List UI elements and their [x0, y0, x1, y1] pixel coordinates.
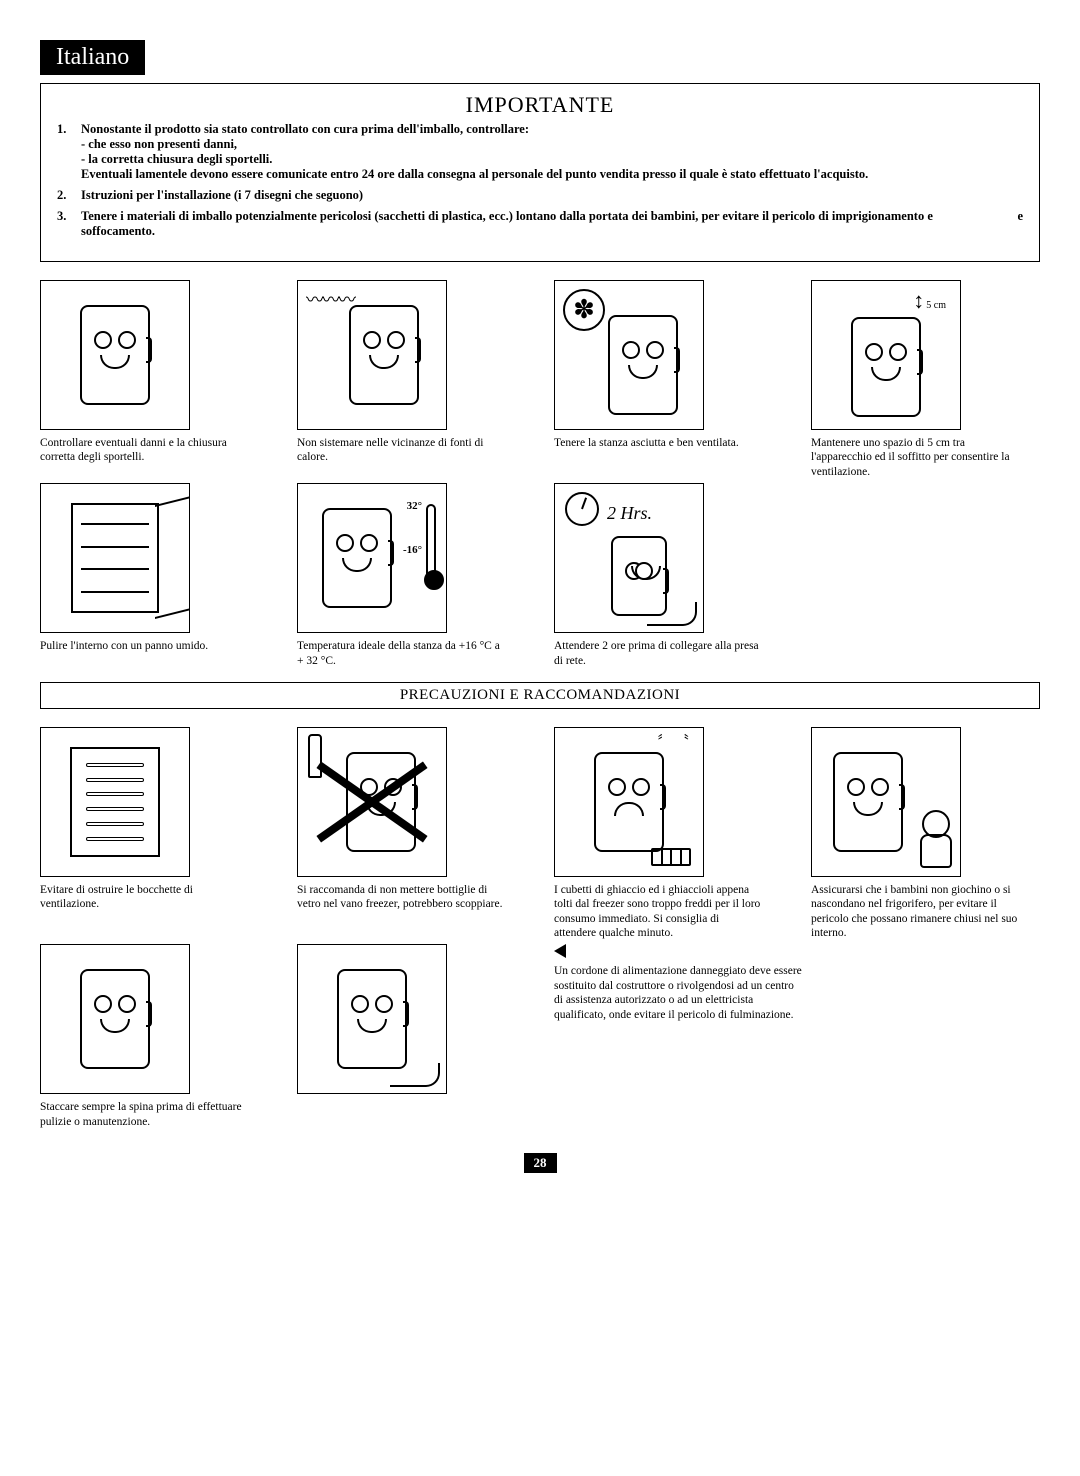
important-list: 1. Nonostante il prodotto sia stato cont… [57, 122, 1023, 239]
fan-icon [563, 289, 605, 331]
arrow-left-icon [554, 944, 566, 958]
clock-icon [565, 492, 599, 526]
section-title: PRECAUZIONI E RACCOMANDAZIONI [40, 682, 1040, 709]
heat-lines-icon: 〰〰〰 [306, 289, 354, 312]
illus-ice-too-cold: 〞 〝 [554, 727, 704, 877]
illustration-row-3: Evitare di ostruire le bocchette di vent… [40, 727, 1040, 941]
caption: Attendere 2 ore prima di collegare alla … [554, 639, 764, 668]
gap-arrow-icon: 5 cm [913, 287, 946, 315]
illus-damaged-cord [297, 944, 447, 1094]
list-sub: - che esso non presenti danni, [81, 137, 237, 151]
list-lead: Istruzioni per l'installazione (i 7 dise… [81, 188, 1023, 203]
caption: Controllare eventuali danni e la chiusur… [40, 436, 250, 465]
illustration-row-4: Staccare sempre la spina prima di effett… [40, 944, 1040, 1129]
caption: Staccare sempre la spina prima di effett… [40, 1100, 250, 1129]
illus-children-warning [811, 727, 961, 877]
caption: Temperatura ideale della stanza da +16 °… [297, 639, 507, 668]
temp-high: 32° [407, 500, 422, 514]
caption: I cubetti di ghiaccio ed i ghiaccioli ap… [554, 883, 764, 941]
thermometer-icon [426, 504, 436, 584]
illus-wait-2hrs: 2 Hrs. [554, 483, 704, 633]
list-num: 2. [57, 188, 81, 203]
caption: Evitare di ostruire le bocchette di vent… [40, 883, 250, 912]
caption: Tenere la stanza asciutta e ben ventilat… [554, 436, 764, 450]
caption: Mantenere uno spazio di 5 cm tra l'appar… [811, 436, 1021, 479]
child-icon [912, 810, 956, 870]
list-trail: e [1005, 209, 1023, 239]
illus-ceiling-gap: 5 cm [811, 280, 961, 430]
illus-ventilated [554, 280, 704, 430]
list-sub: - la corretta chiusura degli sportelli. [81, 152, 272, 166]
important-title: IMPORTANTE [57, 92, 1023, 118]
list-tail: Eventuali lamentele devono essere comuni… [81, 167, 868, 181]
icecube-icon [651, 848, 691, 866]
illus-clean-inside [40, 483, 190, 633]
illus-temperature: 32° -16° [297, 483, 447, 633]
caption: Pulire l'interno con un panno umido. [40, 639, 250, 653]
illustration-row-2: Pulire l'interno con un panno umido. 32°… [40, 483, 1040, 668]
language-tab: Italiano [40, 40, 145, 75]
list-num: 1. [57, 122, 81, 182]
temp-low: -16° [403, 544, 422, 558]
important-box: IMPORTANTE 1. Nonostante il prodotto sia… [40, 83, 1040, 262]
cross-icon [298, 728, 446, 876]
caption: Si raccomanda di non mettere bottiglie d… [297, 883, 507, 912]
caption: Assicurarsi che i bambini non giochino o… [811, 883, 1021, 941]
illus-check-damage [40, 280, 190, 430]
illus-no-heat: 〰〰〰 [297, 280, 447, 430]
caption: Non sistemare nelle vicinanze di fonti d… [297, 436, 507, 465]
page-number: 28 [40, 1153, 1040, 1173]
cord-note: Un cordone di alimentazione danneggiato … [554, 964, 804, 1022]
illus-no-block-vents [40, 727, 190, 877]
hrs-label: 2 Hrs. [607, 502, 652, 525]
illus-unplug [40, 944, 190, 1094]
illus-no-glass-bottles [297, 727, 447, 877]
list-lead: Nonostante il prodotto sia stato control… [81, 122, 529, 136]
list-lead: Tenere i materiali di imballo potenzialm… [81, 209, 933, 238]
cord-icon [390, 1063, 440, 1087]
sweat-icon: 〞 〝 [658, 734, 690, 752]
illustration-row-1: Controllare eventuali danni e la chiusur… [40, 280, 1040, 479]
plug-icon [647, 602, 697, 626]
list-num: 3. [57, 209, 81, 239]
